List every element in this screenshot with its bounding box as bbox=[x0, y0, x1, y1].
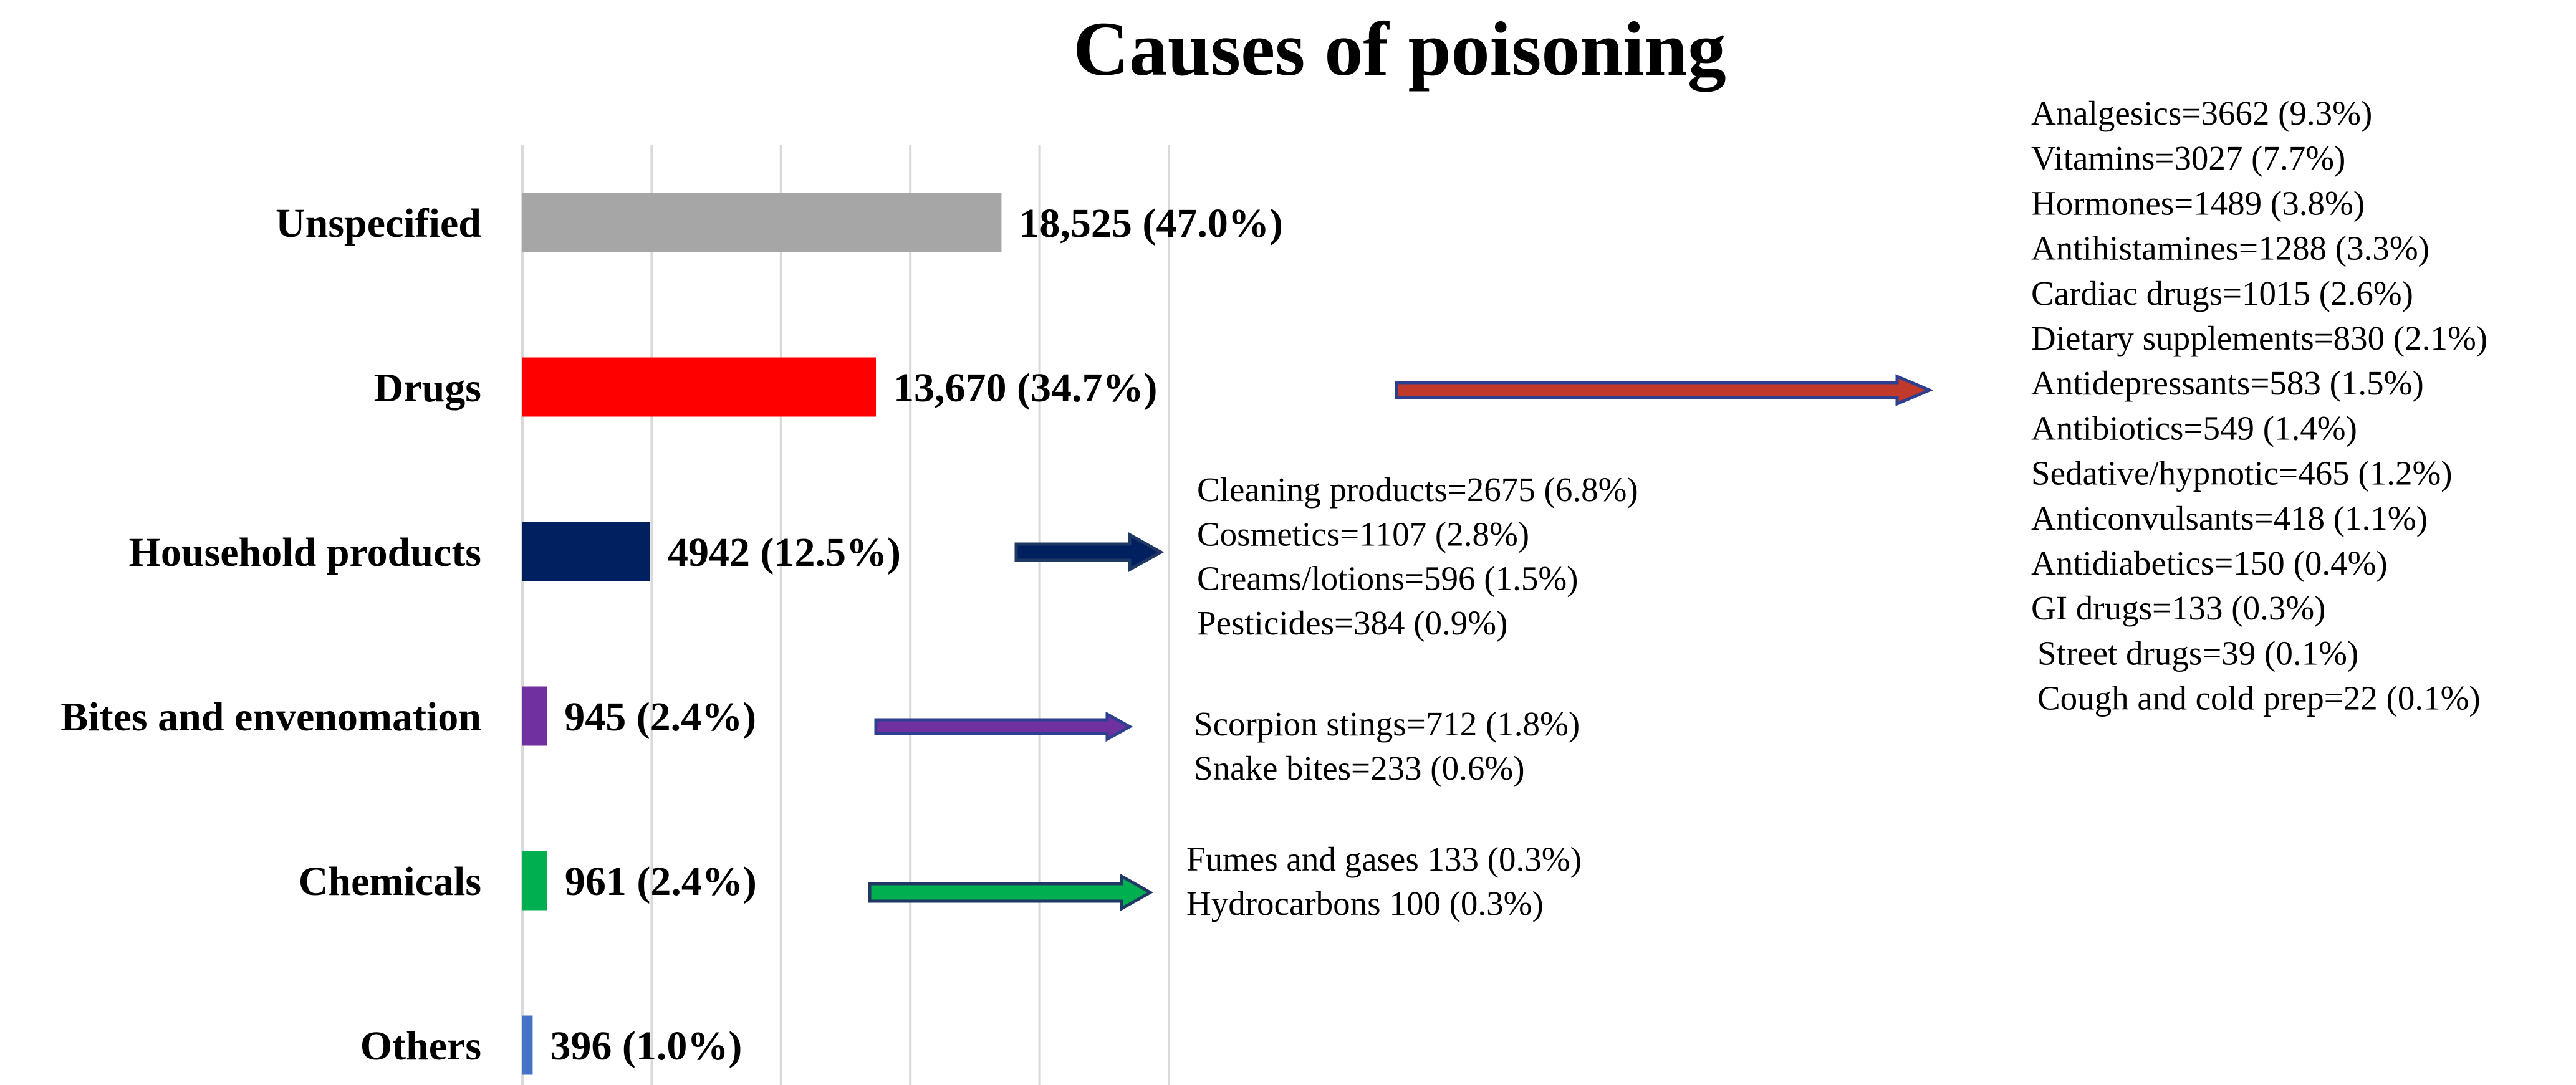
breakdown-item: Fumes and gases 133 (0.3%) bbox=[1186, 840, 1582, 878]
bars bbox=[522, 193, 1002, 1075]
breakdown-arrows bbox=[868, 374, 1934, 912]
category-label-others: Others bbox=[360, 1023, 481, 1069]
value-label-bites-and-envenomation: 945 (2.4%) bbox=[564, 694, 756, 740]
breakdown-item: Scorpion stings=712 (1.8%) bbox=[1194, 705, 1580, 743]
breakdown-item: Cough and cold prep=22 (0.1%) bbox=[2037, 679, 2481, 717]
bar-chemicals bbox=[522, 851, 547, 911]
breakdown-item: Pesticides=384 (0.9%) bbox=[1197, 604, 1507, 642]
arrow-bites-and-envenomation bbox=[874, 711, 1133, 742]
breakdown-item: Street drugs=39 (0.1%) bbox=[2037, 634, 2358, 672]
breakdown-item: Hormones=1489 (3.8%) bbox=[2031, 184, 2365, 222]
bar-bites-and-envenomation bbox=[522, 686, 547, 746]
breakdown-item: Cosmetics=1107 (2.8%) bbox=[1197, 515, 1529, 553]
arrow-drugs bbox=[1395, 374, 1934, 406]
arrow-chemicals bbox=[868, 873, 1154, 912]
value-label-others: 396 (1.0%) bbox=[550, 1023, 742, 1069]
bar-household-products bbox=[522, 522, 650, 581]
bar-drugs bbox=[522, 357, 877, 417]
arrow-household-products bbox=[1014, 532, 1165, 573]
breakdown-item: Dietary supplements=830 (2.1%) bbox=[2031, 319, 2487, 357]
category-label-unspecified: Unspecified bbox=[276, 201, 481, 246]
bar-others bbox=[522, 1015, 533, 1075]
category-label-bites-and-envenomation: Bites and envenomation bbox=[60, 694, 481, 740]
category-labels: Unspecified Drugs Household products Bites … bbox=[60, 201, 481, 1069]
value-label-drugs: 13,670 (34.7%) bbox=[893, 365, 1157, 411]
value-labels: 18,525 (47.0%) 13,670 (34.7%) 4942 (12.5%)… bbox=[550, 201, 1282, 1069]
breakdown-item: Analgesics=3662 (9.3%) bbox=[2031, 94, 2372, 132]
breakdown-item: Antidepressants=583 (1.5%) bbox=[2031, 364, 2424, 402]
breakdown-item: Antihistamines=1288 (3.3%) bbox=[2031, 229, 2429, 267]
breakdown-item: Antibiotics=549 (1.4%) bbox=[2031, 409, 2357, 447]
value-label-unspecified: 18,525 (47.0%) bbox=[1019, 201, 1282, 246]
breakdown-item: Antidiabetics=150 (0.4%) bbox=[2031, 544, 2388, 582]
category-label-household-products: Household products bbox=[129, 530, 481, 575]
breakdown-item: Sedative/hypnotic=465 (1.2%) bbox=[2031, 454, 2453, 492]
breakdown-item: Cardiac drugs=1015 (2.6%) bbox=[2031, 274, 2413, 312]
breakdown-item: Anticonvulsants=418 (1.1%) bbox=[2031, 499, 2428, 537]
breakdown-item: Cleaning products=2675 (6.8%) bbox=[1197, 471, 1638, 509]
gridlines bbox=[521, 145, 1170, 1085]
value-label-chemicals: 961 (2.4%) bbox=[565, 859, 757, 904]
bar-unspecified bbox=[522, 193, 1002, 252]
value-label-household-products: 4942 (12.5%) bbox=[668, 530, 901, 575]
category-label-drugs: Drugs bbox=[374, 365, 481, 411]
breakdown-item: GI drugs=133 (0.3%) bbox=[2031, 589, 2325, 627]
breakdown-item: Snake bites=233 (0.6%) bbox=[1194, 749, 1525, 787]
category-label-chemicals: Chemicals bbox=[299, 859, 481, 904]
breakdown-item: Creams/lotions=596 (1.5%) bbox=[1197, 560, 1579, 598]
breakdown-lists: Analgesics=3662 (9.3%) Vitamins=3027 (7.7… bbox=[1186, 94, 2487, 922]
chart-title: Causes of poisoning bbox=[1073, 6, 1726, 92]
breakdown-item: Vitamins=3027 (7.7%) bbox=[2031, 139, 2345, 177]
breakdown-item: Hydrocarbons 100 (0.3%) bbox=[1186, 884, 1544, 922]
